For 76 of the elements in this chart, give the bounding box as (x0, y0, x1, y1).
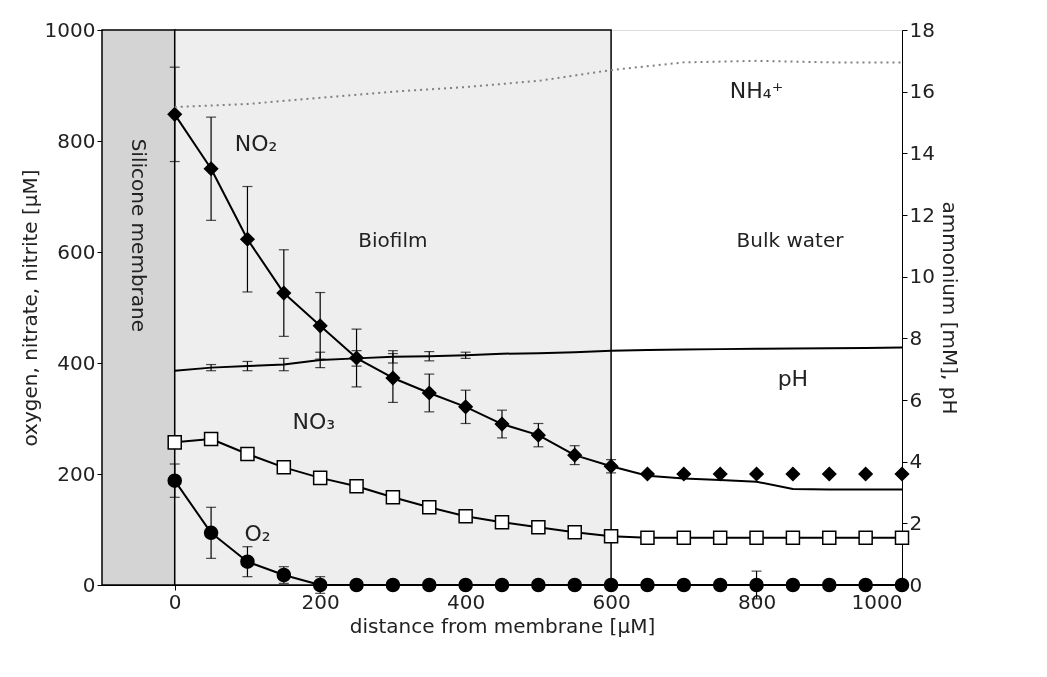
point (785, 466, 801, 482)
point (712, 577, 728, 593)
point (276, 460, 292, 475)
point (603, 577, 619, 593)
series-label: NO₂ (234, 130, 278, 156)
y2-tick-label: 2 (909, 510, 923, 535)
x-tick-label: 800 (737, 589, 777, 614)
point (676, 577, 692, 593)
point (531, 577, 546, 593)
x-tick-label: 200 (301, 589, 340, 614)
point (458, 508, 473, 524)
y2-tick-label: 0 (909, 572, 923, 597)
point (567, 577, 582, 593)
y2-tick-label: 10 (909, 264, 935, 289)
point (712, 530, 728, 546)
band-label: Silicone membrane (127, 138, 152, 333)
point (894, 530, 910, 546)
point (385, 490, 401, 505)
point (167, 107, 182, 122)
y2-tick-label: 18 (909, 17, 935, 42)
x-tick-label: 1000 (851, 589, 903, 614)
point (422, 577, 437, 593)
series-label: NH₄⁺ (729, 77, 784, 103)
point (458, 577, 473, 593)
point (785, 577, 801, 593)
point (385, 577, 401, 593)
point (676, 530, 692, 546)
series-label: NO₃ (292, 409, 336, 435)
x-tick-label: 600 (592, 589, 631, 614)
y-tick-label: 0 (82, 572, 96, 597)
point (203, 431, 219, 447)
point (749, 577, 764, 593)
point (494, 577, 510, 593)
point (822, 466, 837, 482)
point (712, 466, 728, 482)
point (349, 478, 364, 494)
x-axis-title: distance from membrane [μM] (349, 613, 656, 638)
point (567, 525, 582, 540)
y-axis-title: oxygen, nitrate, nitrite [μM] (17, 169, 42, 447)
point (240, 446, 255, 462)
y-tick-label: 1000 (44, 17, 96, 42)
point (240, 554, 255, 569)
point (167, 435, 182, 450)
point (203, 525, 219, 541)
y2-tick-label: 16 (909, 79, 935, 104)
x-tick-label: 400 (447, 589, 486, 614)
point (167, 473, 182, 488)
point (603, 528, 619, 544)
y-tick-label: 400 (57, 350, 96, 375)
y2-tick-label: 8 (909, 325, 923, 350)
band-label: Biofilm (358, 227, 428, 252)
point (312, 470, 328, 486)
y2-tick-label: 14 (909, 140, 935, 165)
point (894, 466, 910, 482)
point (422, 500, 437, 515)
point (749, 466, 764, 482)
point (894, 577, 910, 593)
series-label: pH (777, 365, 809, 391)
y-tick-label: 600 (57, 239, 96, 264)
y2-axis-title: ammonium [mM], pH (937, 201, 962, 415)
point (494, 515, 510, 530)
point (858, 577, 873, 593)
y2-tick-label: 12 (909, 202, 935, 227)
point (531, 520, 546, 535)
point (822, 577, 837, 593)
y2-tick-label: 4 (909, 449, 923, 474)
y-tick-label: 800 (57, 128, 96, 153)
annotation: Bulk water (736, 227, 845, 252)
point (640, 577, 655, 593)
y-tick-label: 200 (57, 461, 96, 486)
point (349, 577, 364, 593)
point (785, 530, 801, 546)
series-label: O₂ (244, 520, 271, 546)
point (858, 466, 873, 482)
y2-tick-label: 6 (909, 387, 923, 412)
x-tick-label: 0 (168, 589, 182, 614)
